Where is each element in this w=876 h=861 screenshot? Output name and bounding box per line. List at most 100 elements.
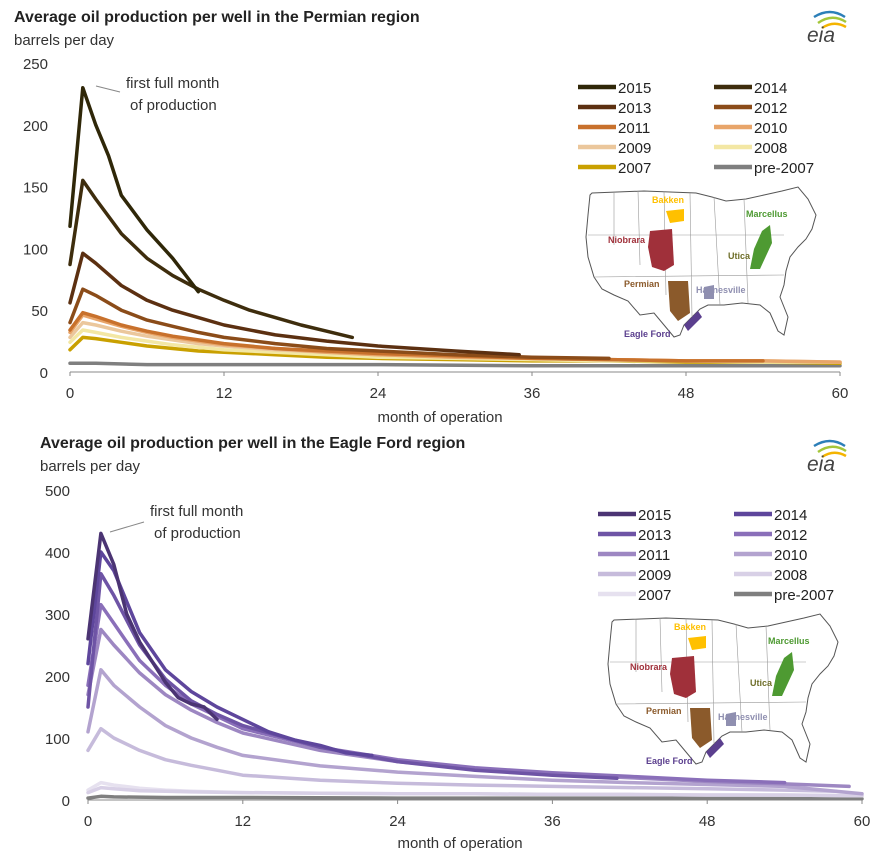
legend: 2015 2014 2013 2012 2011 2010 2009 2008 2007 pre-… bbox=[578, 80, 814, 177]
y-tick-label: 200 bbox=[23, 118, 48, 135]
annotation-line-1: first full month bbox=[126, 75, 219, 92]
series-line-2012 bbox=[68, 287, 611, 361]
y-tick-label: 0 bbox=[40, 365, 48, 382]
legend-label: 2015 bbox=[638, 507, 671, 524]
permian-label: Permian bbox=[624, 279, 660, 289]
legend-label: 2012 bbox=[774, 527, 807, 544]
y-tick-label: 0 bbox=[62, 793, 70, 810]
legend-label: 2009 bbox=[638, 567, 671, 584]
series-line-2015 bbox=[68, 85, 201, 294]
x-tick-label: 12 bbox=[234, 813, 251, 830]
series-line-2013 bbox=[68, 251, 521, 357]
annotation: first full month of production bbox=[109, 503, 243, 542]
eagle-ford-region bbox=[706, 738, 724, 758]
eagle-ford-label: Eagle Ford bbox=[646, 756, 693, 766]
series-line-2014 bbox=[68, 178, 355, 340]
series-line-pre-2007 bbox=[68, 361, 842, 368]
series-line-2010 bbox=[86, 668, 864, 796]
bakken-region bbox=[688, 636, 706, 650]
series-line-pre-2007 bbox=[86, 794, 864, 801]
y-tick-label: 500 bbox=[45, 483, 70, 500]
y-tick-label: 150 bbox=[23, 180, 48, 197]
logo-arc-blue bbox=[813, 439, 846, 448]
bakken-label: Bakken bbox=[674, 622, 706, 632]
utica-label: Utica bbox=[750, 678, 773, 688]
haynesville-region bbox=[726, 712, 736, 726]
legend-label: 2012 bbox=[754, 100, 787, 117]
marcellus-label: Marcellus bbox=[768, 636, 810, 646]
series-line-2008 bbox=[86, 785, 864, 798]
eagle-ford-region bbox=[684, 311, 702, 331]
eagle-ford-label: Eagle Ford bbox=[624, 329, 671, 339]
y-tick-label: 200 bbox=[45, 669, 70, 686]
x-tick-label: 0 bbox=[66, 385, 74, 402]
niobrara-label: Niobrara bbox=[608, 235, 646, 245]
chart-title: Average oil production per well in the E… bbox=[40, 435, 465, 452]
utica-label: Utica bbox=[728, 251, 751, 261]
y-tick-label: 100 bbox=[45, 731, 70, 748]
annotation-line-2: of production bbox=[154, 525, 241, 542]
series-lines bbox=[86, 531, 864, 801]
annotation-line-1: first full month bbox=[150, 503, 243, 520]
x-tick-label: 24 bbox=[370, 385, 387, 402]
legend-label: 2010 bbox=[754, 120, 787, 137]
x-tick-label: 60 bbox=[854, 813, 871, 830]
series-line-2009 bbox=[86, 726, 838, 794]
logo-text: eia bbox=[807, 24, 835, 47]
series-line-2015 bbox=[86, 531, 219, 722]
x-axis-label: month of operation bbox=[377, 409, 502, 426]
x-tick-label: 12 bbox=[216, 385, 233, 402]
legend-label: 2007 bbox=[618, 160, 651, 177]
haynesville-region bbox=[704, 285, 714, 299]
legend: 2015 2014 2013 2012 2011 2010 2009 2008 2007 pre-… bbox=[598, 507, 834, 604]
eia-logo: eia bbox=[807, 439, 847, 476]
us-outline bbox=[585, 186, 817, 338]
logo-arc-green bbox=[817, 445, 847, 454]
series-line-2013 bbox=[86, 571, 619, 781]
axes: 0 100 200 300 400 500 0 12 24 36 48 60 bbox=[45, 483, 870, 830]
annotation-leader bbox=[95, 85, 121, 93]
legend-label: 2015 bbox=[618, 80, 651, 97]
x-tick-label: 36 bbox=[524, 385, 541, 402]
logo-arc-blue bbox=[813, 10, 846, 19]
permian-region bbox=[668, 281, 690, 321]
x-tick-label: 0 bbox=[84, 813, 92, 830]
us-outline bbox=[607, 613, 839, 765]
y-tick-label: 50 bbox=[31, 303, 48, 320]
legend-label: pre-2007 bbox=[754, 160, 814, 177]
permian-region bbox=[690, 708, 712, 748]
logo-text: eia bbox=[807, 453, 835, 476]
y-tick-label: 250 bbox=[23, 56, 48, 73]
bakken-region bbox=[666, 209, 684, 223]
legend-label: 2014 bbox=[774, 507, 807, 524]
legend-label: 2010 bbox=[774, 547, 807, 564]
legend-label: 2008 bbox=[754, 140, 787, 157]
niobrara-region bbox=[670, 656, 696, 698]
x-tick-label: 48 bbox=[678, 385, 695, 402]
marcellus-region bbox=[772, 652, 794, 696]
niobrara-region bbox=[648, 229, 674, 271]
y-axis-label: barrels per day bbox=[14, 32, 115, 49]
permian-label: Permian bbox=[646, 706, 682, 716]
legend-label: 2014 bbox=[754, 80, 787, 97]
haynesville-label: Haynesville bbox=[696, 285, 746, 295]
niobrara-label: Niobrara bbox=[630, 662, 668, 672]
inset-map: Bakken Marcellus Niobrara Utica Permian … bbox=[607, 613, 839, 766]
legend-label: 2008 bbox=[774, 567, 807, 584]
panel-eagle-ford: Average oil production per well in the E… bbox=[40, 435, 870, 852]
annotation: first full month of production bbox=[95, 75, 219, 114]
legend-label: 2011 bbox=[638, 547, 670, 564]
legend-label: 2013 bbox=[618, 100, 651, 117]
panel-permian: Average oil production per well in the P… bbox=[14, 9, 848, 426]
bakken-label: Bakken bbox=[652, 195, 684, 205]
y-axis-label: barrels per day bbox=[40, 458, 141, 475]
logo-arc-yellow bbox=[821, 22, 847, 30]
legend-label: 2013 bbox=[638, 527, 671, 544]
legend-label: 2007 bbox=[638, 587, 671, 604]
x-axis-label: month of operation bbox=[397, 835, 522, 852]
annotation-line-2: of production bbox=[130, 97, 217, 114]
y-tick-label: 400 bbox=[45, 545, 70, 562]
inset-map: Bakken Marcellus Niobrara Utica Permian … bbox=[585, 186, 817, 339]
